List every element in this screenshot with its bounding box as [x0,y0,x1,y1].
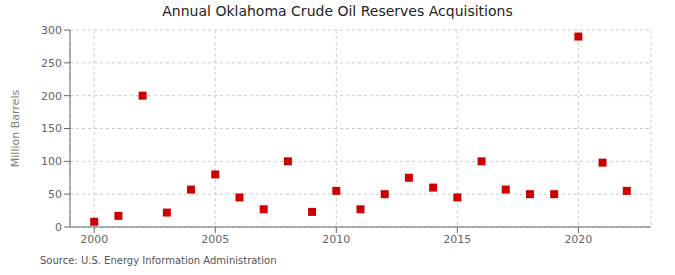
svg-text:250: 250 [41,57,62,70]
html-text:Source: U.S. Energy Informatio: Source: U.S. Energy Information Administ… [40,255,277,266]
svg-text:0: 0 [55,221,62,234]
svg-text:2020: 2020 [564,233,592,246]
svg-text:2005: 2005 [201,233,229,246]
svg-text:100: 100 [41,155,62,168]
svg-text:150: 150 [41,122,62,135]
svg-text:2000: 2000 [80,233,108,246]
svg-text:2010: 2010 [322,233,350,246]
html-text:Annual Oklahoma Crude Oil Rese: Annual Oklahoma Crude Oil Reserves Acqui… [162,3,513,19]
svg-text:300: 300 [41,24,62,37]
svg-text:200: 200 [41,90,62,103]
svg-text:2015: 2015 [443,233,471,246]
svg-text:50: 50 [48,188,62,201]
svg-text:Million Barrels: Million Barrels [9,90,22,168]
